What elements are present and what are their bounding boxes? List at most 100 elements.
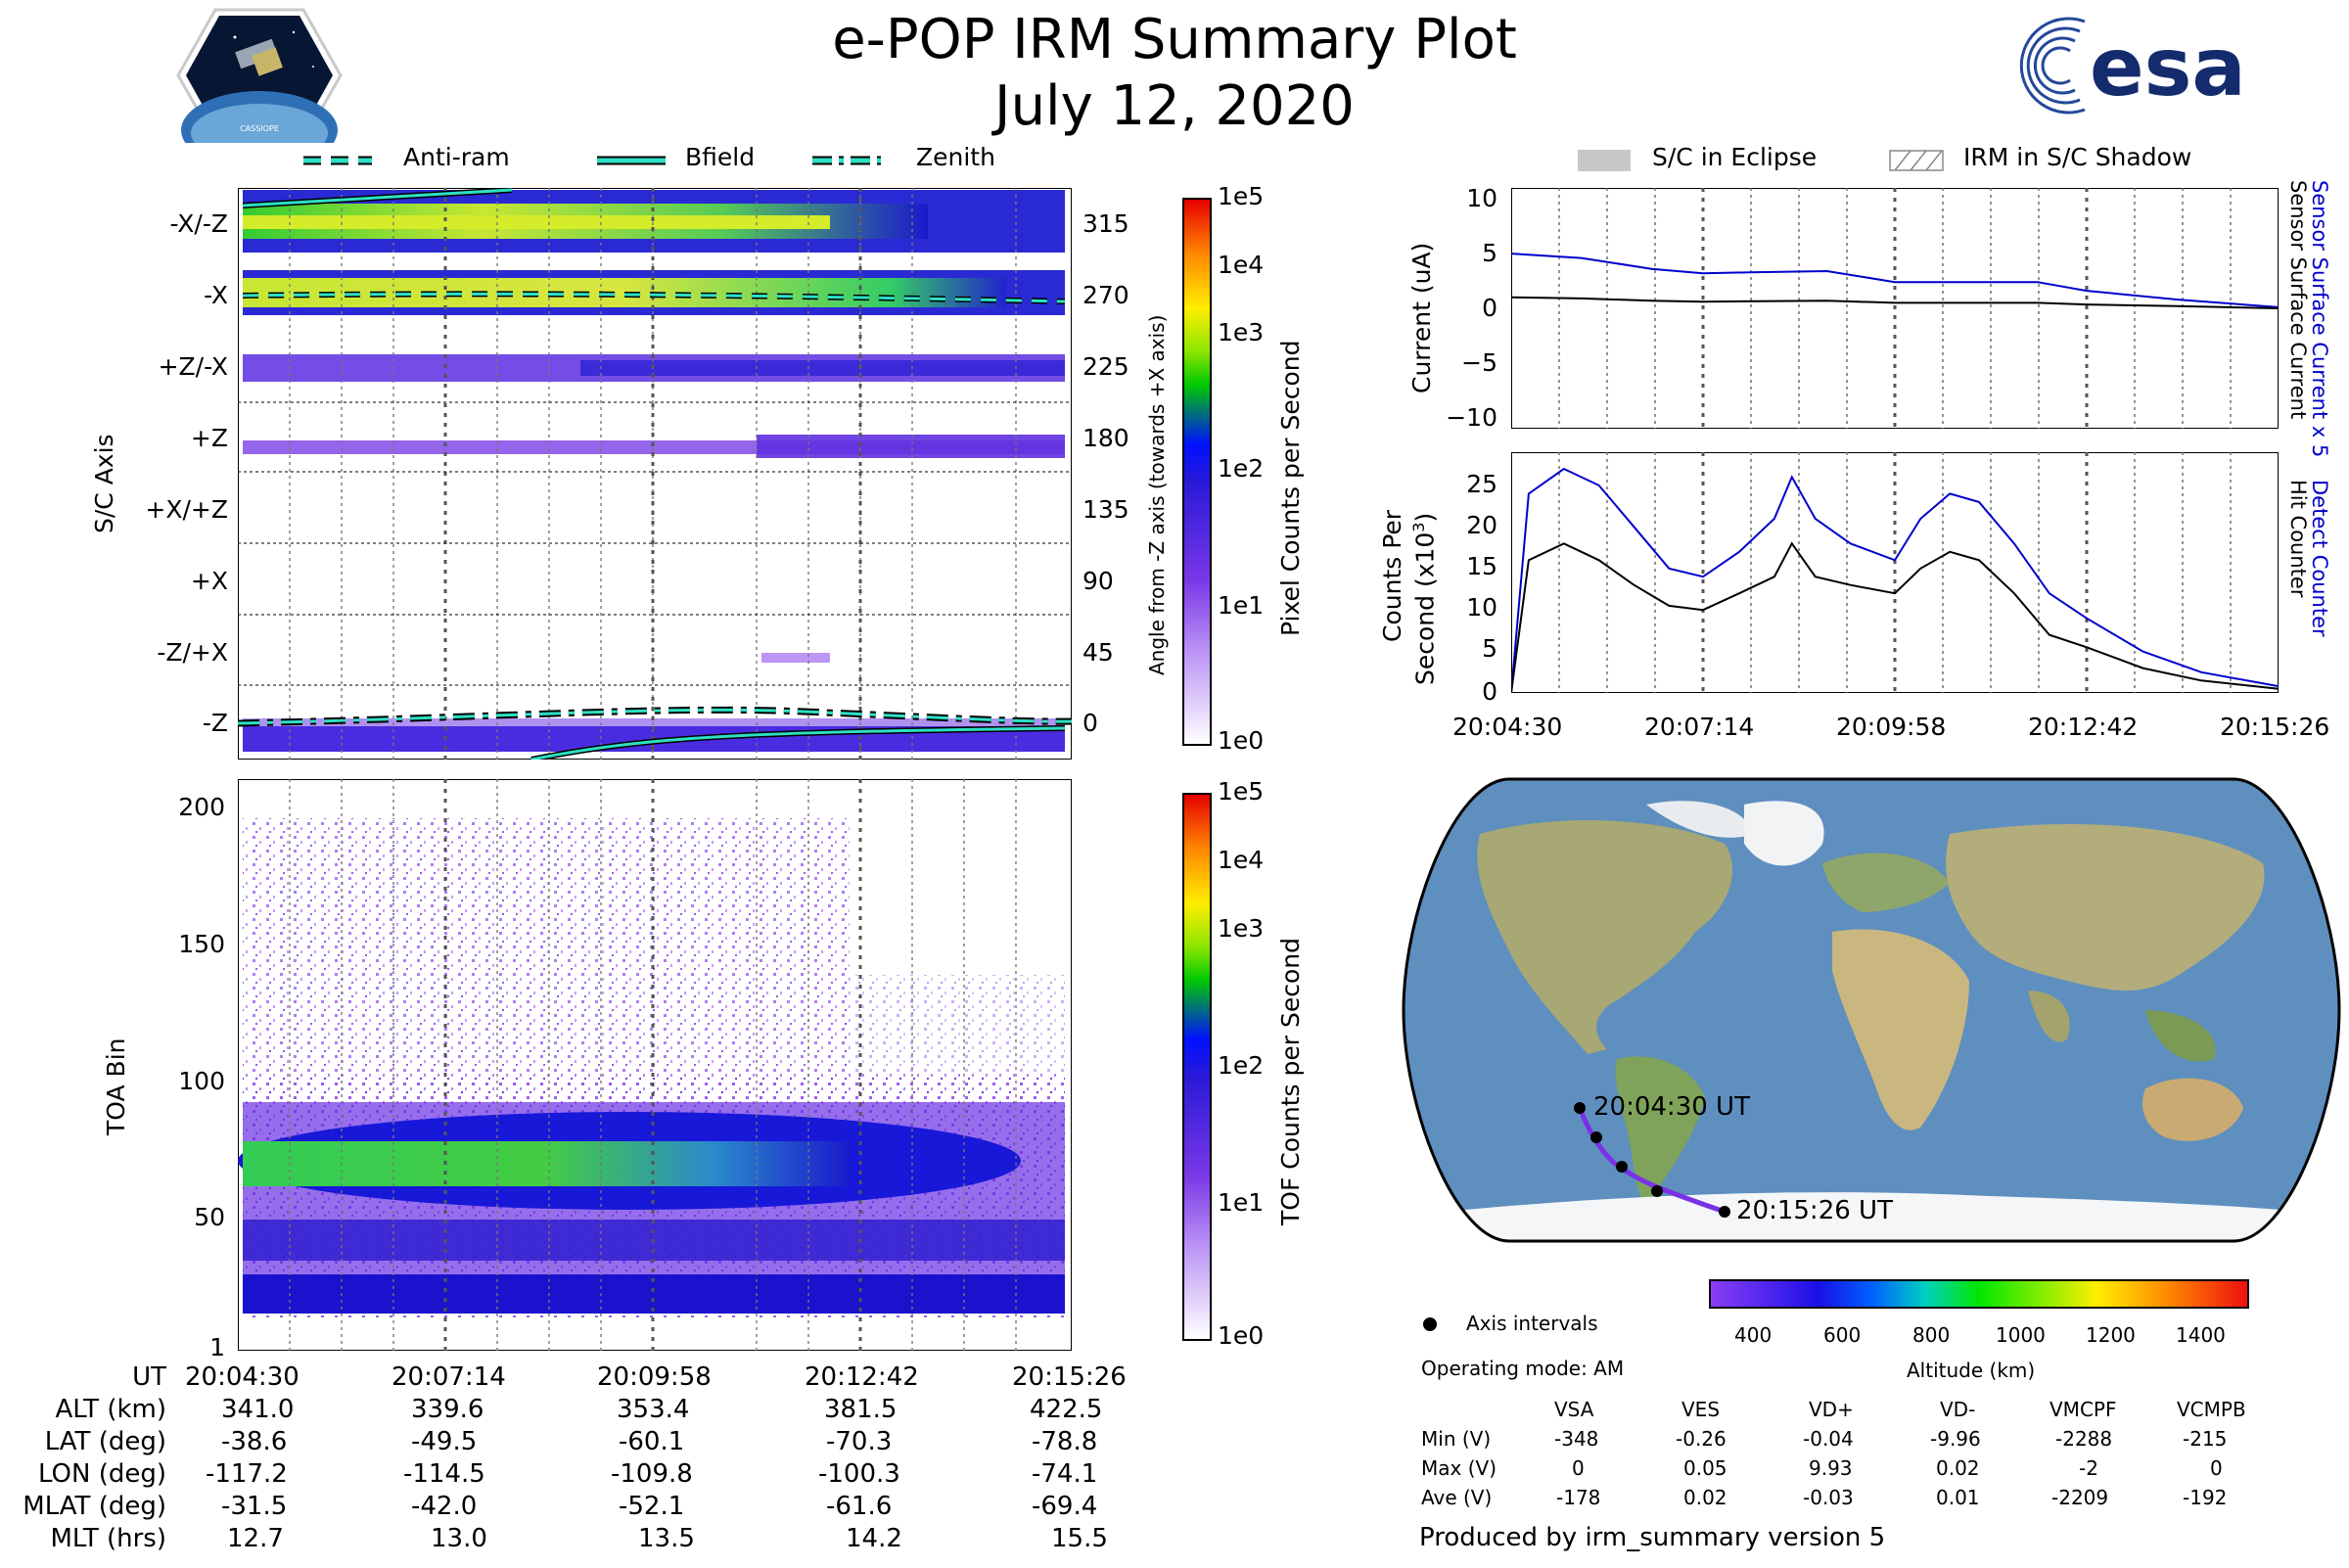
toa-colorbar-tick: 1e2 [1218, 1051, 1265, 1080]
current-ylabel: Current (uA) [1407, 242, 1436, 393]
cell: 9.93 [1809, 1456, 1853, 1480]
altitude-tick: 1400 [2176, 1323, 2226, 1347]
cell: -2 [2079, 1456, 2098, 1480]
table-row: LAT (deg) -38.6 -49.5 -60.1 -70.3 -78.8 [0, 1427, 1155, 1459]
cell: -38.6 [221, 1427, 288, 1456]
cell: 0.05 [1683, 1456, 1727, 1480]
pixel-left-tick: +Z/-X [158, 352, 228, 381]
current-right-label-blue: Sensor Surface Current x 5 [2308, 180, 2331, 458]
counts-panel [1510, 451, 2280, 694]
cell: -49.5 [411, 1427, 478, 1456]
esa-logo: esa [1987, 12, 2271, 119]
pixel-left-tick: +X/+Z [145, 495, 228, 524]
cell: -74.1 [1032, 1459, 1098, 1489]
counts-ytick: 0 [1482, 677, 1497, 706]
cell: -31.5 [221, 1492, 288, 1521]
current-ytick: 10 [1466, 184, 1497, 212]
counts-xtick: 20:15:26 [2220, 713, 2330, 741]
counts-right-label-blue: Detect Counter [2308, 480, 2331, 637]
toa-colorbar-tick: 1e0 [1218, 1321, 1265, 1350]
cell: 0.02 [1936, 1456, 1980, 1480]
cell: -60.1 [619, 1427, 685, 1456]
footer-credit: Produced by irm_summary version 5 [1419, 1523, 1886, 1552]
cell: -52.1 [619, 1492, 685, 1521]
counts-plot [1510, 451, 2280, 694]
cell: -2209 [2051, 1486, 2109, 1509]
altitude-tick: 1200 [2086, 1323, 2136, 1347]
pixel-right-tick: 180 [1082, 424, 1129, 452]
table-row: MLAT (deg) -31.5 -42.0 -52.1 -61.6 -69.4 [0, 1492, 1155, 1524]
altitude-label: Altitude (km) [1907, 1359, 2036, 1382]
toa-colorbar-tick: 1e5 [1218, 777, 1265, 806]
cell: -0.03 [1803, 1486, 1854, 1509]
row-label: Min (V) [1421, 1427, 1492, 1451]
counts-ytick: 15 [1466, 552, 1497, 580]
cell: 341.0 [221, 1395, 295, 1424]
altitude-tick: 400 [1734, 1323, 1773, 1347]
operating-mode: Operating mode: AM [1421, 1357, 1625, 1380]
current-ytick: 0 [1482, 294, 1497, 322]
row-label: MLAT (deg) [23, 1492, 166, 1521]
counts-xtick: 20:09:58 [1836, 713, 1947, 741]
cell: -178 [1556, 1486, 1601, 1509]
counts-ytick: 20 [1466, 511, 1497, 539]
sensor-current-line [1510, 296, 2280, 309]
current-ytick: −5 [1461, 348, 1497, 377]
cell: 20:07:14 [392, 1362, 506, 1392]
cell: 422.5 [1030, 1395, 1103, 1424]
table-row: UT 20:04:30 20:07:14 20:09:58 20:12:42 2… [0, 1362, 1155, 1395]
cassiope-logo-text: CASSIOPE [240, 124, 279, 133]
top-legend: Anti-ram Bfield Zenith [294, 143, 1057, 178]
cell: 15.5 [1051, 1524, 1108, 1553]
cell: 20:09:58 [597, 1362, 712, 1392]
page-date: July 12, 2020 [994, 74, 1355, 138]
cell: -61.6 [826, 1492, 893, 1521]
cell: -117.2 [206, 1459, 288, 1489]
legend-anti-ram: Anti-ram [403, 143, 510, 171]
row-label: LON (deg) [37, 1459, 166, 1489]
toa-panel [237, 778, 1073, 1352]
legend-shadow: IRM in S/C Shadow [1963, 143, 2192, 171]
hit-counter-line [1510, 541, 2280, 694]
altitude-tick: 1000 [1996, 1323, 2046, 1347]
axis-interval-marker [1423, 1317, 1437, 1331]
pixel-ylabel: S/C Axis [90, 434, 118, 533]
cell: 0.01 [1936, 1486, 1980, 1509]
toa-ytick: 1 [209, 1333, 225, 1361]
pixel-right-tick: 270 [1082, 281, 1129, 309]
orbit-end-label: 20:15:26 UT [1736, 1196, 1893, 1225]
counts-ytick: 10 [1466, 593, 1497, 622]
toa-spectrogram [237, 778, 1073, 1352]
cell: -42.0 [411, 1492, 478, 1521]
axis-interval-label: Axis intervals [1466, 1312, 1598, 1335]
row-label: UT [132, 1362, 166, 1392]
altitude-tick: 600 [1823, 1323, 1862, 1347]
page-title: e-POP IRM Summary Plot [832, 8, 1517, 71]
pixel-right-tick: 225 [1082, 352, 1129, 381]
pixel-left-tick: -Z [202, 709, 228, 737]
eclipse-swatch [1578, 150, 1631, 171]
pixel-right-tick: 135 [1082, 495, 1129, 524]
toa-colorbar-tick: 1e1 [1218, 1188, 1265, 1217]
counts-ylabel-line1: Counts Per [1378, 509, 1406, 642]
counts-xtick: 20:12:42 [2028, 713, 2139, 741]
voltage-header: VSA VES VD+ VD- VMCPF VCMPB [1409, 1398, 2290, 1425]
pixel-left-tick: +Z [190, 424, 228, 452]
pixel-colorbar-label: Pixel Counts per Second [1276, 340, 1305, 636]
cell: 0 [1572, 1456, 1585, 1480]
cell: -0.04 [1803, 1427, 1854, 1451]
table-row: LON (deg) -117.2 -114.5 -109.8 -100.3 -7… [0, 1459, 1155, 1492]
ephemeris-table: UT 20:04:30 20:07:14 20:09:58 20:12:42 2… [0, 1362, 1155, 1568]
table-row: ALT (km) 341.0 339.6 353.4 381.5 422.5 [0, 1395, 1155, 1427]
pixel-colorbar [1182, 198, 1212, 746]
pixel-colorbar-tick: 1e4 [1218, 251, 1265, 279]
cell: -109.8 [611, 1459, 693, 1489]
current-plot [1510, 187, 2280, 430]
column-header: VD+ [1809, 1398, 1854, 1421]
cell: -114.5 [403, 1459, 485, 1489]
legend-eclipse: S/C in Eclipse [1652, 143, 1818, 171]
current-ytick: −10 [1446, 403, 1497, 432]
pixel-right-tick: 0 [1082, 709, 1098, 737]
pixel-left-tick: +X [190, 567, 228, 595]
counts-xtick: 20:04:30 [1452, 713, 1563, 741]
